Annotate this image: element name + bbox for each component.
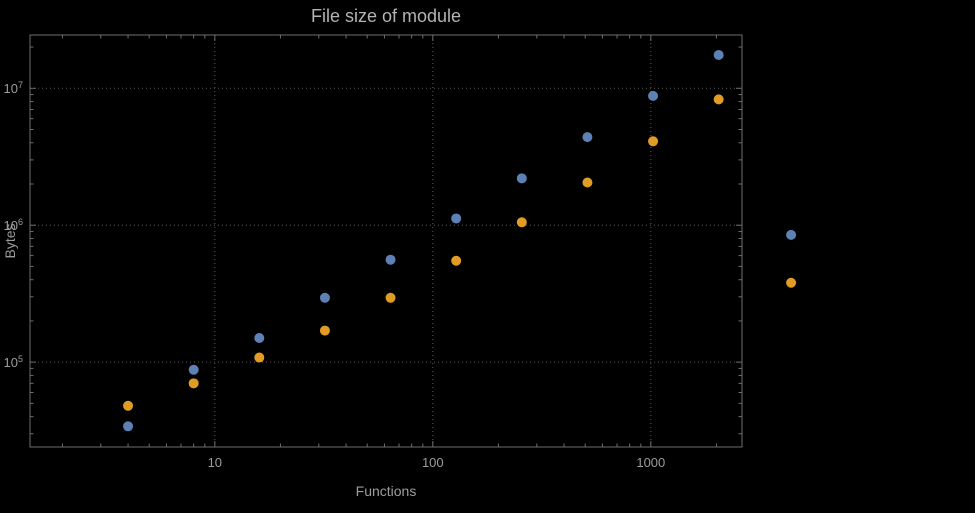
data-point-series-blue [713,50,724,61]
data-point-series-orange [123,400,134,411]
y-tick-label: 106 [3,217,23,234]
data-point-series-orange [319,325,330,336]
data-point-series-blue [648,90,659,101]
outside-data-point [786,277,797,288]
x-tick-label: 10 [207,455,223,470]
data-point-series-blue [451,213,462,224]
data-point-series-blue [123,421,134,432]
data-point-series-blue [188,364,199,375]
data-point-series-orange [713,94,724,105]
x-tick-label: 100 [421,455,444,470]
data-point-series-blue [319,292,330,303]
data-point-series-orange [451,255,462,266]
data-point-series-orange [582,177,593,188]
outside-data-point [786,229,797,240]
x-axis-label: Functions [355,483,417,499]
y-tick-label: 107 [3,80,23,97]
data-point-series-orange [516,217,527,228]
data-point-series-orange [648,136,659,147]
data-point-series-blue [254,333,265,344]
data-point-series-blue [385,254,396,265]
data-point-series-orange [254,352,265,363]
data-point-series-blue [582,132,593,143]
data-point-series-orange [188,378,199,389]
x-tick-label: 1000 [636,455,666,470]
data-point-series-blue [516,173,527,184]
y-tick-label: 105 [3,353,23,371]
plot-frame [29,34,743,448]
chart-title: File size of module [310,6,462,26]
data-point-series-orange [385,292,396,303]
